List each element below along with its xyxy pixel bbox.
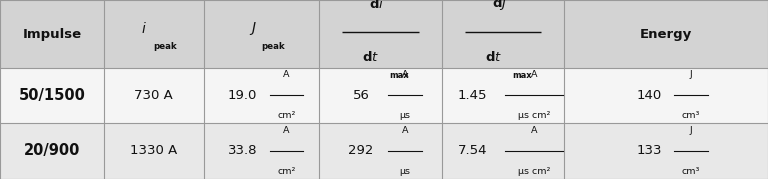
Text: Impulse: Impulse	[22, 28, 81, 40]
Bar	[442, 68, 564, 123]
Text: A: A	[402, 70, 408, 79]
Text: 19.0: 19.0	[228, 89, 257, 102]
Text: d$\mathit{t}$: d$\mathit{t}$	[485, 50, 502, 64]
Text: μs: μs	[399, 167, 410, 176]
Text: 33.8: 33.8	[228, 144, 257, 157]
Text: J: J	[690, 70, 692, 79]
Text: A: A	[283, 126, 290, 135]
Bar	[319, 0, 442, 68]
Text: d$\mathit{J}$: d$\mathit{J}$	[492, 0, 507, 12]
Text: cm³: cm³	[682, 111, 700, 120]
Bar	[319, 68, 442, 123]
Text: max: max	[389, 71, 409, 80]
Bar	[319, 123, 442, 179]
Bar	[564, 68, 768, 123]
Text: peak: peak	[154, 42, 177, 51]
Text: 292: 292	[348, 144, 374, 157]
Text: $\mathit{J}$: $\mathit{J}$	[250, 20, 257, 37]
Text: μs cm²: μs cm²	[518, 111, 550, 120]
Text: $\mathit{i}$: $\mathit{i}$	[141, 21, 147, 36]
Text: J: J	[690, 126, 692, 135]
Text: 1330 A: 1330 A	[130, 144, 177, 157]
Bar	[564, 0, 768, 68]
Bar	[0, 123, 104, 179]
Text: μs: μs	[399, 111, 410, 120]
Bar	[204, 0, 319, 68]
Text: μs cm²: μs cm²	[518, 167, 550, 176]
Bar	[104, 123, 204, 179]
Text: A: A	[531, 70, 537, 79]
Text: 56: 56	[353, 89, 369, 102]
Text: 140: 140	[637, 89, 662, 102]
Bar	[104, 0, 204, 68]
Text: 1.45: 1.45	[458, 89, 487, 102]
Text: cm³: cm³	[682, 167, 700, 176]
Bar	[104, 68, 204, 123]
Text: A: A	[531, 126, 537, 135]
Text: d$\mathit{t}$: d$\mathit{t}$	[362, 50, 379, 64]
Text: 730 A: 730 A	[134, 89, 173, 102]
Text: cm²: cm²	[277, 111, 296, 120]
Text: 7.54: 7.54	[458, 144, 487, 157]
Text: peak: peak	[262, 42, 285, 51]
Bar	[564, 123, 768, 179]
Text: 50/1500: 50/1500	[18, 88, 85, 103]
Bar	[204, 123, 319, 179]
Bar	[204, 68, 319, 123]
Text: d$\mathit{i}$: d$\mathit{i}$	[369, 0, 384, 11]
Text: A: A	[283, 70, 290, 79]
Bar	[0, 68, 104, 123]
Bar	[442, 0, 564, 68]
Text: Energy: Energy	[640, 28, 693, 40]
Bar	[0, 0, 104, 68]
Text: 133: 133	[637, 144, 662, 157]
Text: 20/900: 20/900	[24, 143, 80, 158]
Text: A: A	[402, 126, 408, 135]
Text: max: max	[512, 71, 532, 80]
Text: cm²: cm²	[277, 167, 296, 176]
Bar	[442, 123, 564, 179]
